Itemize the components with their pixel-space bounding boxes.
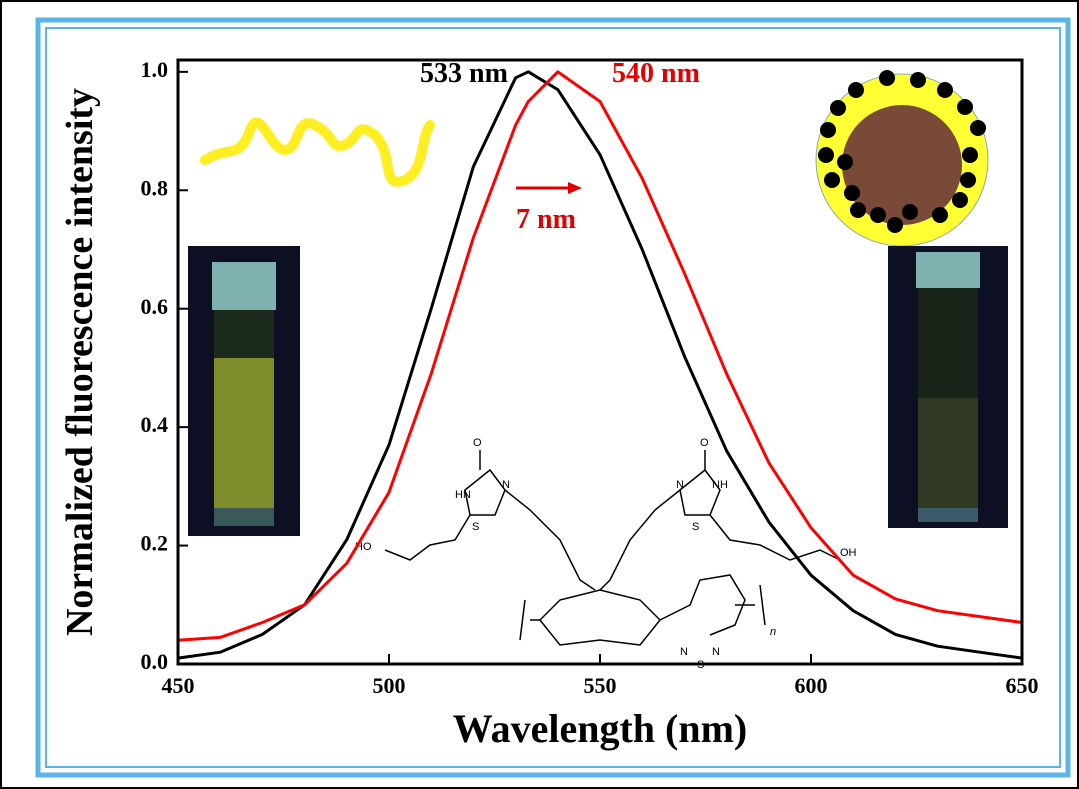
chemical-structure [384,450,841,646]
svg-text:N: N [712,646,720,658]
svg-text:OH: OH [840,547,857,559]
svg-text:O: O [473,437,482,449]
svg-text:O: O [700,437,709,449]
y-tick-label: 1.0 [141,57,169,82]
svg-text:S: S [472,521,479,533]
frame [35,17,1071,778]
x-axis-label: Wavelength (nm) [453,706,747,751]
x-tick-label: 450 [162,673,195,698]
series-line [177,70,1023,642]
shift-arrow-head [568,182,582,194]
svg-text:n: n [770,626,776,638]
cuvette-photo-left [188,246,300,536]
y-tick-label: 0.8 [141,175,169,200]
y-axis-label: Normalized fluorescence intensity [59,88,101,636]
polymer-chain [200,117,435,187]
annotation: 540 nm [612,58,700,89]
svg-text:S: S [692,521,699,533]
y-tick-label: 0.2 [141,531,169,556]
svg-text:N: N [680,646,688,658]
svg-text:N: N [502,479,510,491]
x-tick-label: 600 [795,673,828,698]
y-tick-label: 0.0 [141,649,169,674]
x-tick-label: 550 [584,673,617,698]
x-tick-label: 650 [1006,673,1039,698]
frame-inner [45,27,1061,768]
svg-text:N: N [676,479,684,491]
x-tick-label: 500 [373,673,406,698]
annotation: 533 nm [420,58,508,89]
y-tick-label: 0.6 [141,294,169,319]
svg-text:HN: HN [455,489,471,501]
cuvette-photo-right [888,246,1008,528]
series-line [177,70,1023,660]
nanoparticle [815,70,989,247]
y-tick-label: 0.4 [141,412,169,437]
annotation: 7 nm [516,204,576,235]
svg-text:NH: NH [712,479,728,491]
